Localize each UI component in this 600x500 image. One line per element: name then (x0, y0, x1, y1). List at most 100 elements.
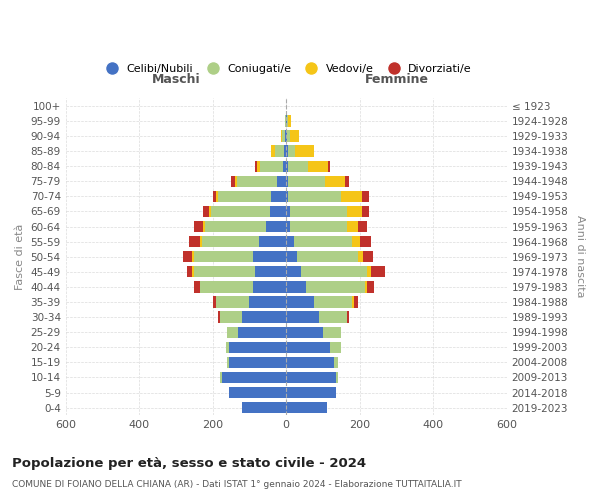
Bar (286, 387, 336, 398)
Bar (260, 160, 286, 172)
Bar (193, 251, 286, 262)
Bar (286, 190, 362, 202)
Bar (220, 372, 286, 383)
Bar (286, 312, 347, 322)
Bar (227, 326, 286, 338)
Bar (286, 282, 367, 292)
Legend: Celibi/Nubili, Coniugati/e, Vedovi/e, Divorziati/e: Celibi/Nubili, Coniugati/e, Vedovi/e, Di… (96, 60, 476, 78)
Bar (286, 236, 360, 248)
Bar (286, 116, 291, 126)
Bar (286, 402, 326, 413)
Bar (286, 206, 290, 217)
Bar (229, 387, 286, 398)
Bar (275, 146, 286, 157)
Bar (286, 130, 299, 141)
Bar (205, 221, 286, 232)
Bar (286, 356, 338, 368)
Bar (286, 402, 326, 413)
Bar (286, 206, 369, 217)
Bar (250, 296, 286, 308)
Bar (217, 296, 286, 308)
Bar (286, 296, 314, 308)
Bar (220, 312, 286, 322)
Bar (203, 221, 286, 232)
Bar (229, 356, 286, 368)
Bar (286, 282, 307, 292)
Bar (200, 282, 286, 292)
Bar (220, 312, 286, 322)
Bar (269, 206, 286, 217)
Bar (286, 176, 349, 187)
Bar (217, 296, 286, 308)
Bar (271, 146, 286, 157)
Bar (286, 356, 338, 368)
Bar (271, 146, 286, 157)
Y-axis label: Anni di nascita: Anni di nascita (575, 216, 585, 298)
Bar (286, 251, 373, 262)
Bar (203, 206, 286, 217)
Bar (189, 236, 286, 248)
Bar (286, 251, 364, 262)
Bar (194, 221, 286, 232)
Bar (286, 326, 341, 338)
Bar (286, 221, 290, 232)
Bar (227, 326, 286, 338)
Bar (229, 387, 286, 398)
Bar (286, 160, 328, 172)
Bar (194, 266, 286, 278)
Bar (242, 402, 286, 413)
Bar (253, 251, 286, 262)
Bar (242, 402, 286, 413)
Bar (286, 282, 365, 292)
Bar (242, 402, 286, 413)
Bar (286, 266, 367, 278)
Bar (286, 176, 288, 187)
Bar (236, 176, 286, 187)
Bar (286, 387, 336, 398)
Bar (209, 206, 286, 217)
Bar (286, 130, 287, 141)
Bar (286, 266, 385, 278)
Bar (238, 326, 286, 338)
Bar (286, 190, 341, 202)
Bar (227, 356, 286, 368)
Bar (286, 206, 347, 217)
Bar (286, 146, 295, 157)
Bar (226, 342, 286, 353)
Bar (286, 372, 338, 383)
Y-axis label: Fasce di età: Fasce di età (15, 224, 25, 290)
Bar (286, 296, 358, 308)
Bar (277, 176, 286, 187)
Bar (286, 342, 341, 353)
Bar (217, 190, 286, 202)
Bar (286, 342, 341, 353)
Bar (286, 312, 319, 322)
Bar (286, 266, 301, 278)
Bar (187, 266, 286, 278)
Bar (286, 116, 287, 126)
Bar (286, 372, 336, 383)
Bar (202, 236, 286, 248)
Bar (286, 206, 362, 217)
Bar (286, 282, 374, 292)
Bar (259, 236, 286, 248)
Bar (212, 296, 286, 308)
Bar (286, 116, 291, 126)
Bar (286, 372, 338, 383)
Bar (286, 372, 338, 383)
Bar (222, 372, 286, 383)
Bar (266, 221, 286, 232)
Bar (200, 282, 286, 292)
Bar (229, 342, 286, 353)
Bar (286, 312, 347, 322)
Bar (286, 342, 341, 353)
Bar (283, 160, 286, 172)
Bar (286, 160, 331, 172)
Bar (286, 251, 358, 262)
Bar (285, 130, 286, 141)
Bar (183, 251, 286, 262)
Text: Maschi: Maschi (152, 74, 200, 86)
Bar (286, 251, 297, 262)
Bar (286, 146, 314, 157)
Bar (218, 190, 286, 202)
